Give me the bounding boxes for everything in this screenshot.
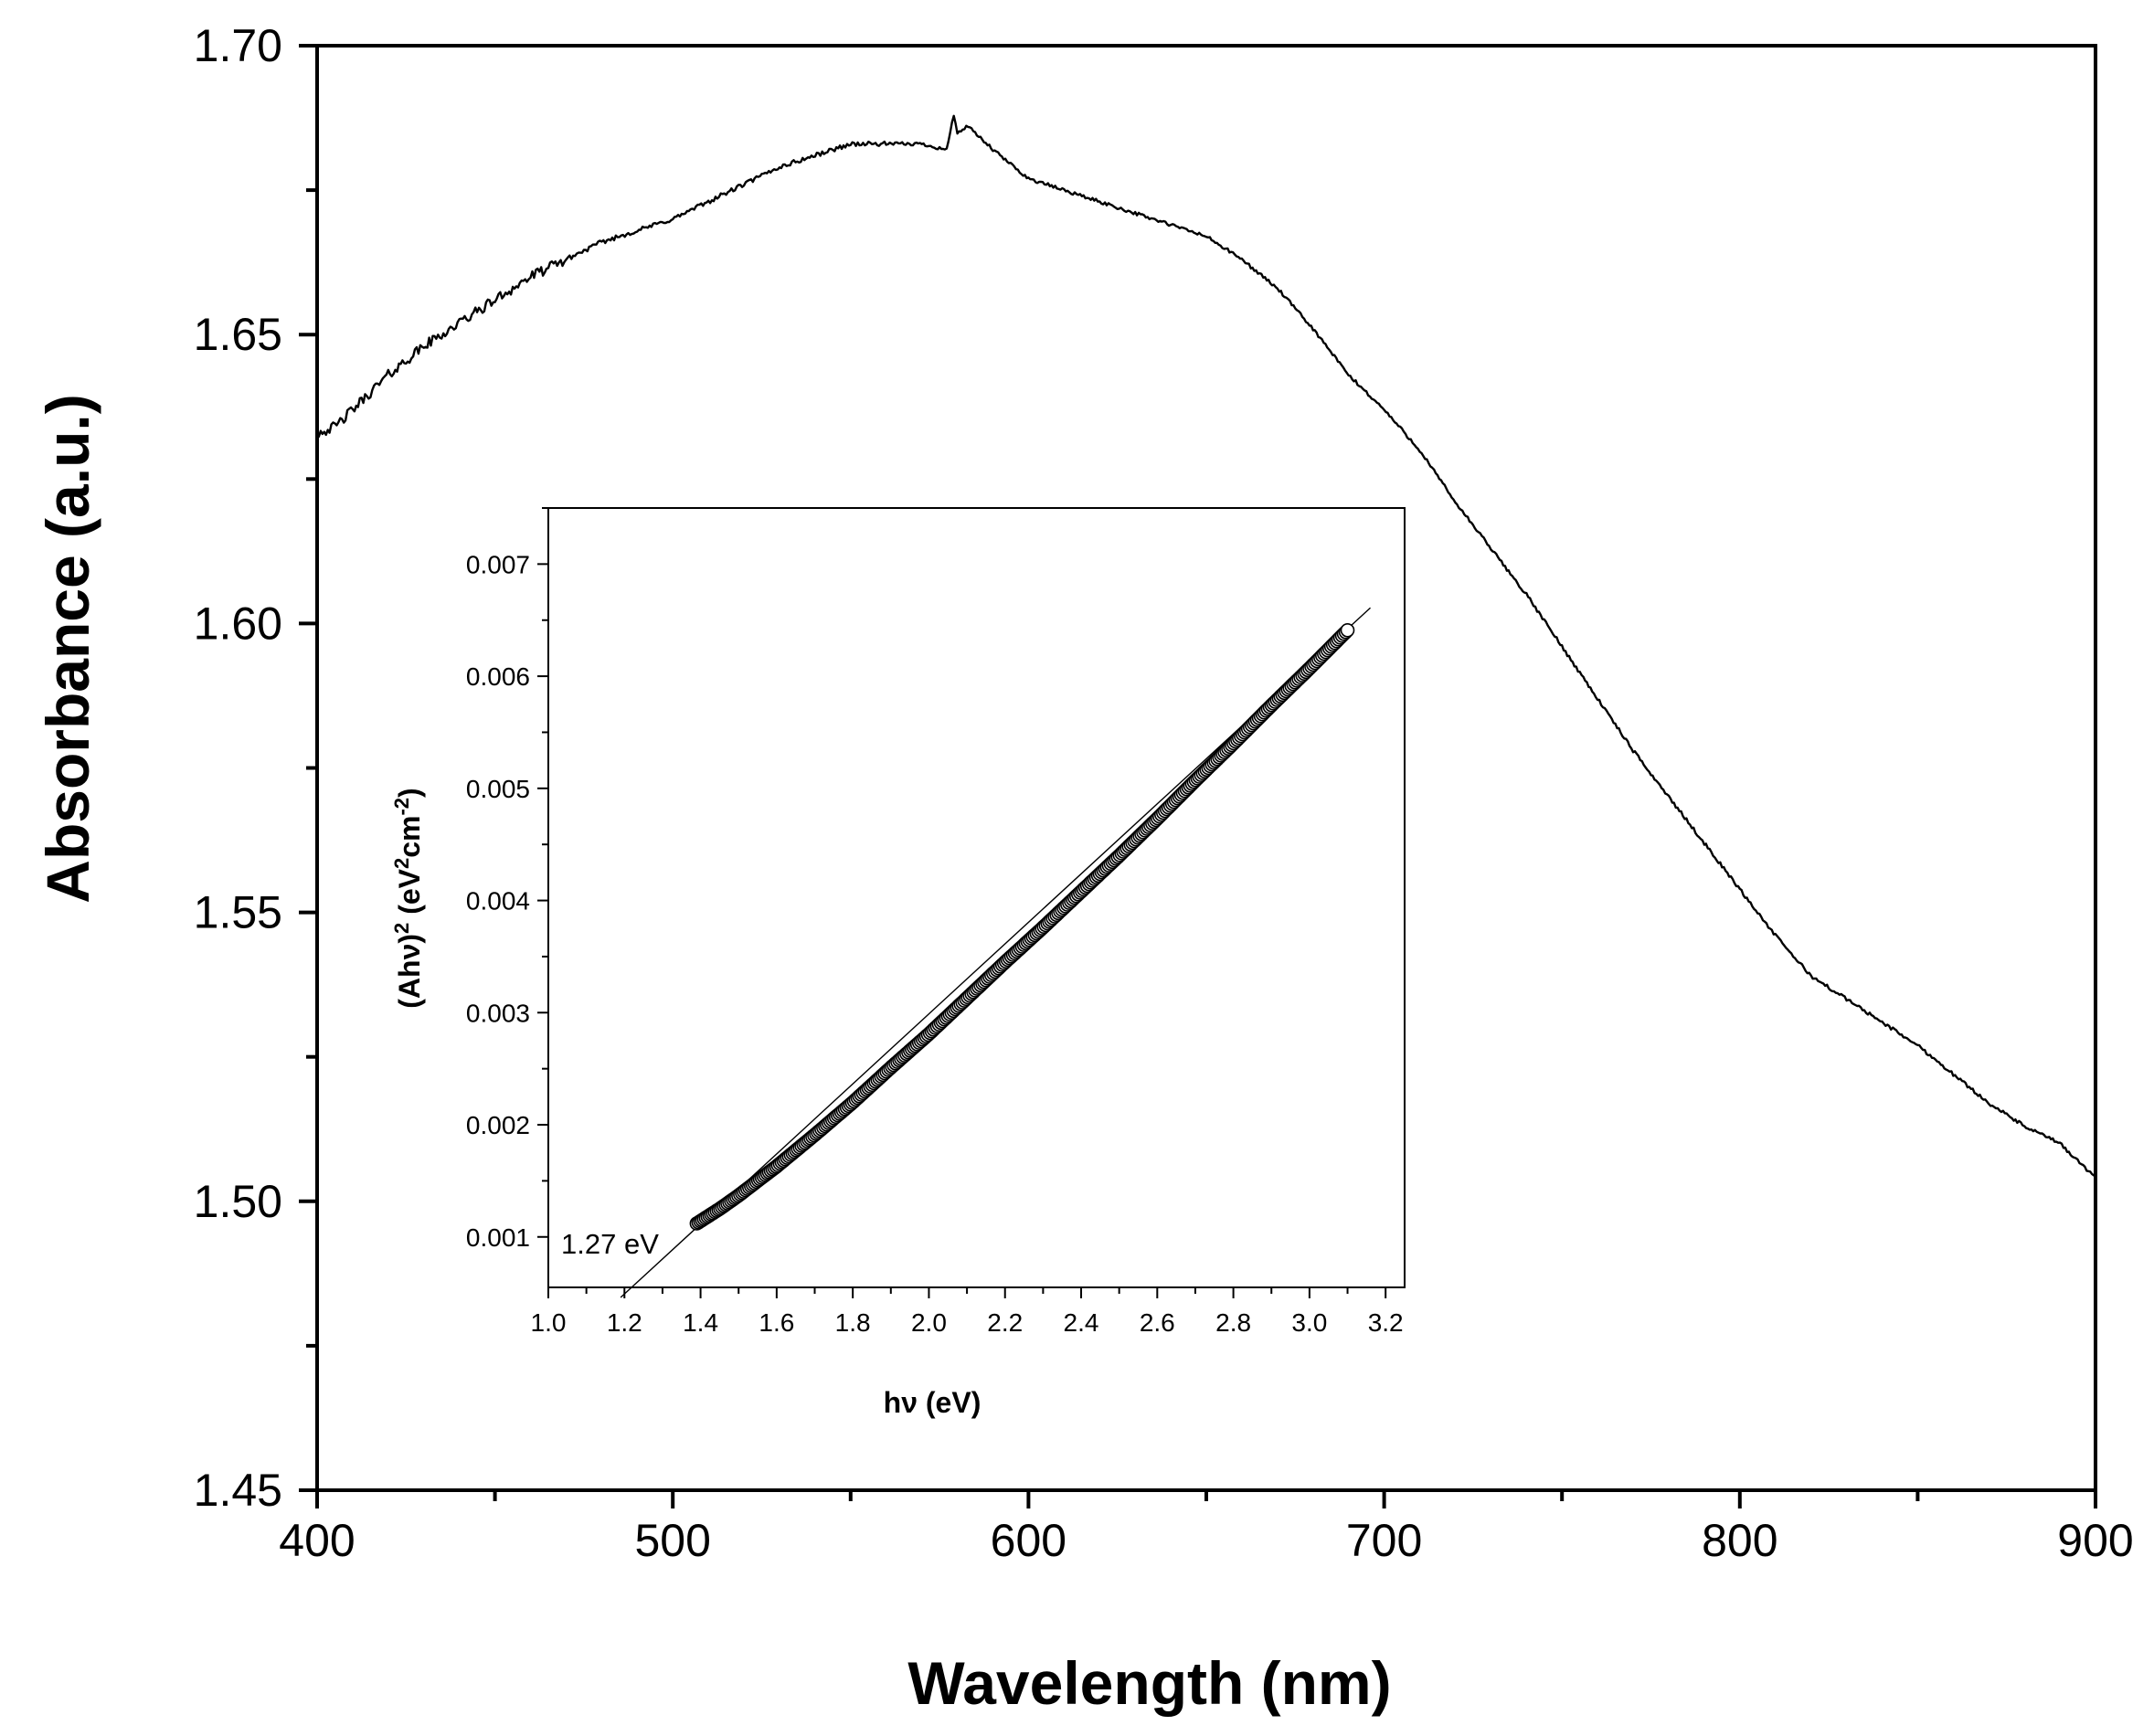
main-x-tick-label: 600	[991, 1515, 1066, 1566]
inset-y-axis-title: (Ahν)2 (eV2cm-2)	[390, 788, 426, 1008]
inset-x-tick-label: 2.8	[1215, 1308, 1251, 1337]
inset-y-tick-label: 0.003	[466, 999, 530, 1027]
main-x-axis-title: Wavelength (nm)	[907, 1649, 1391, 1717]
inset-x-tick-label: 1.0	[531, 1308, 567, 1337]
inset-y-tick-label: 0.002	[466, 1111, 530, 1139]
main-x-tick-label: 700	[1346, 1515, 1422, 1566]
inset-data-point	[1340, 622, 1355, 638]
inset-y-tick-label: 0.007	[466, 550, 530, 578]
main-x-tick-label: 800	[1702, 1515, 1777, 1566]
main-y-axis-title: Absorbance (a.u.)	[34, 394, 101, 903]
main-x-tick-label: 400	[279, 1515, 355, 1566]
inset-y-title-sup2: 2	[390, 858, 413, 869]
main-x-tick-label: 900	[2057, 1515, 2133, 1566]
inset-y-title-prefix: (Ahν)	[393, 934, 426, 1009]
inset-x-tick-label: 3.0	[1291, 1308, 1327, 1337]
inset-x-tick-label: 2.6	[1140, 1308, 1175, 1337]
inset-x-tick-label: 2.4	[1064, 1308, 1099, 1337]
inset-y-title-mid2: cm	[393, 816, 426, 858]
main-y-tick-label: 1.50	[194, 1176, 282, 1227]
main-y-tick-label: 1.70	[194, 20, 282, 71]
main-absorbance-line	[316, 114, 2096, 1178]
inset-x-tick-label: 2.0	[911, 1308, 947, 1337]
inset-y-tick-label: 0.005	[466, 775, 530, 803]
inset-plot-background	[548, 508, 1405, 1287]
inset-x-tick-label: 1.8	[835, 1308, 871, 1337]
main-x-tick-label: 500	[634, 1515, 710, 1566]
main-y-tick-label: 1.60	[194, 598, 282, 649]
main-series-group	[316, 114, 2096, 1178]
inset-x-tick-label: 1.6	[759, 1308, 794, 1337]
inset-axis-ticks: 1.0 1.2 1.4 1.6 1.8 2.0 2.2 2.4 2.6 2.8 3.0 3.2 0.00…	[466, 507, 1404, 1337]
main-y-tick-label: 1.65	[194, 309, 282, 360]
inset-x-tick-label: 1.4	[683, 1308, 718, 1337]
inset-x-axis-title: hν (eV)	[884, 1386, 982, 1419]
inset-x-tick-label: 3.2	[1368, 1308, 1404, 1337]
inset-y-title-sup3: -2	[390, 798, 413, 816]
inset-y-title-mid: (eV	[393, 868, 426, 922]
inset-x-tick-label: 1.2	[607, 1308, 642, 1337]
inset-y-tick-label: 0.006	[466, 662, 530, 691]
inset-annotation: 1.27 eV	[561, 1228, 659, 1260]
inset-plot-frame	[547, 507, 1406, 1288]
inset-y-title-sup1: 2	[390, 923, 413, 934]
main-y-tick-label: 1.45	[194, 1465, 282, 1516]
inset-y-tick-label: 0.004	[466, 887, 530, 916]
inset-series-group	[620, 607, 1371, 1298]
inset-y-tick-label: 0.001	[466, 1223, 530, 1252]
main-axis-ticks: 400 500 600 700 800 900 1.45 1.50 1.55 1.60 1.65 1.…	[194, 20, 2134, 1566]
inset-y-title-suffix: )	[393, 788, 426, 798]
inset-x-tick-label: 2.2	[987, 1308, 1023, 1337]
main-y-tick-label: 1.55	[194, 887, 282, 938]
